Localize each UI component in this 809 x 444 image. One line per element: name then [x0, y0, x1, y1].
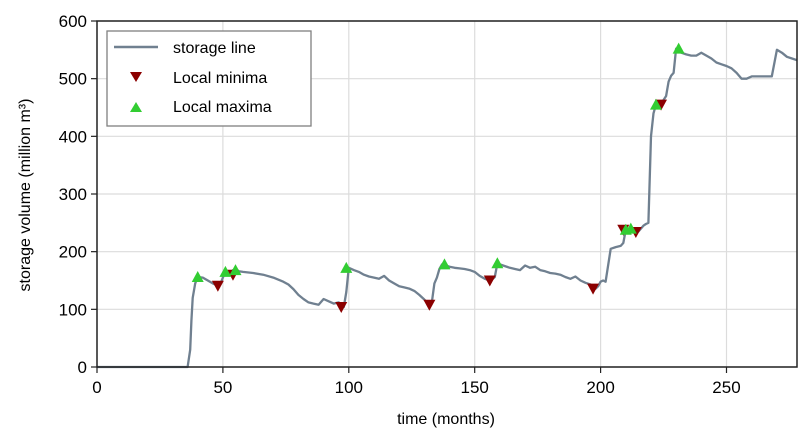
plot-frame	[96, 20, 798, 368]
legend-label: Local maxima	[173, 99, 272, 116]
triangle-up-icon	[130, 102, 142, 112]
y-tick-label: 100	[59, 300, 87, 319]
legend: storage line Local minima Local maxima	[106, 30, 312, 127]
x-axis-label: time (months)	[397, 411, 495, 428]
y-tick-label: 600	[59, 12, 87, 31]
legend-item-local-minima: Local minima	[130, 70, 267, 87]
y-tick-label: 400	[59, 127, 87, 146]
local-maximum-marker-icon	[649, 98, 662, 110]
local-minimum-marker-icon	[587, 283, 600, 295]
y-tick-label: 300	[59, 185, 87, 204]
local-minimum-marker-icon	[483, 275, 496, 287]
local-minimum-marker-icon	[211, 280, 224, 292]
x-tick-label: 200	[586, 378, 614, 397]
local-maximum-marker-icon	[219, 265, 232, 277]
axes	[91, 20, 798, 373]
local-maximum-marker-icon	[191, 271, 204, 283]
local-maximum-marker-icon	[624, 222, 637, 234]
plot-area	[97, 42, 798, 369]
triangle-down-icon	[130, 72, 142, 82]
local-maximum-marker-icon	[491, 257, 504, 269]
tick-labels: 0 50 100 150 200 250 0 100 200 300 400 500 600	[59, 12, 741, 397]
x-tick-label: 250	[712, 378, 740, 397]
local-maximum-marker-icon	[340, 261, 353, 273]
local-minimum-marker-icon	[335, 302, 348, 314]
x-tick-label: 100	[335, 378, 363, 397]
local-maximum-marker-icon	[229, 264, 242, 276]
y-tick-label: 200	[59, 243, 87, 262]
y-axis-label: storage volume (million m³)	[17, 99, 34, 292]
y-tick-label: 0	[78, 358, 87, 377]
x-tick-label: 150	[461, 378, 489, 397]
y-tick-label: 500	[59, 70, 87, 89]
local-maximum-marker-icon	[438, 258, 451, 270]
legend-item-local-maxima: Local maxima	[130, 99, 272, 116]
local-maximum-marker-icon	[672, 42, 685, 54]
legend-item-storage-line: storage line	[114, 40, 256, 57]
local-minimum-marker-icon	[423, 299, 436, 311]
x-tick-label: 50	[213, 378, 232, 397]
legend-label: Local minima	[173, 70, 267, 87]
legend-label: storage line	[173, 40, 256, 57]
x-tick-label: 0	[92, 378, 101, 397]
